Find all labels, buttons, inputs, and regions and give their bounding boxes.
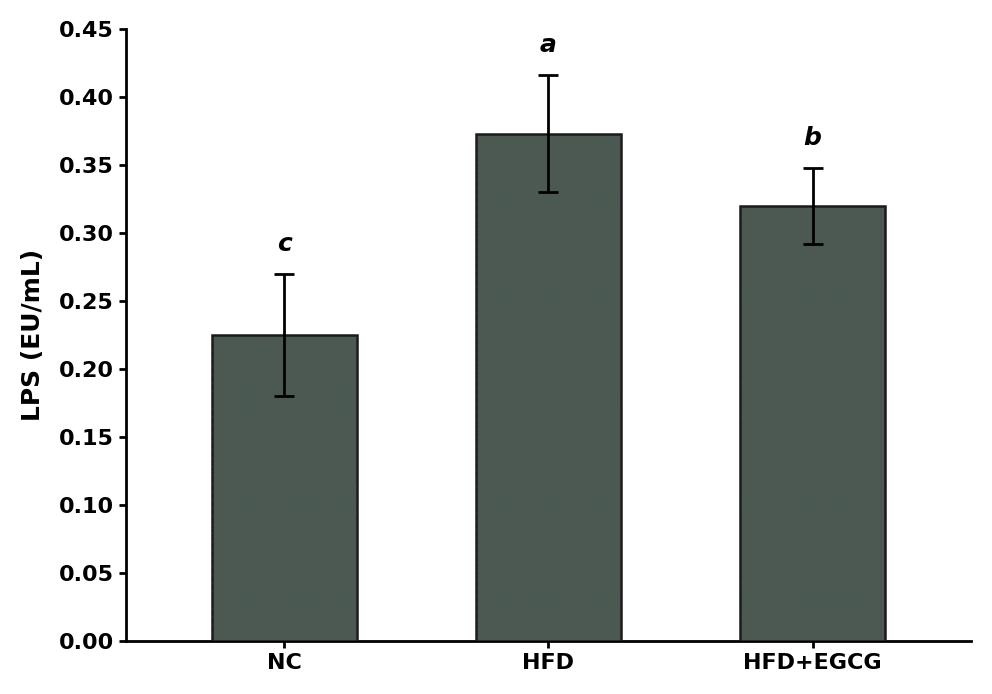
Bar xyxy=(476,134,621,641)
Text: b: b xyxy=(804,126,821,150)
Bar xyxy=(740,206,885,641)
Bar xyxy=(211,335,357,641)
Bar xyxy=(740,206,885,641)
Y-axis label: LPS (EU/mL): LPS (EU/mL) xyxy=(21,249,45,421)
Bar xyxy=(211,335,357,641)
Bar xyxy=(476,134,621,641)
Text: a: a xyxy=(540,33,557,58)
Text: c: c xyxy=(277,232,292,256)
